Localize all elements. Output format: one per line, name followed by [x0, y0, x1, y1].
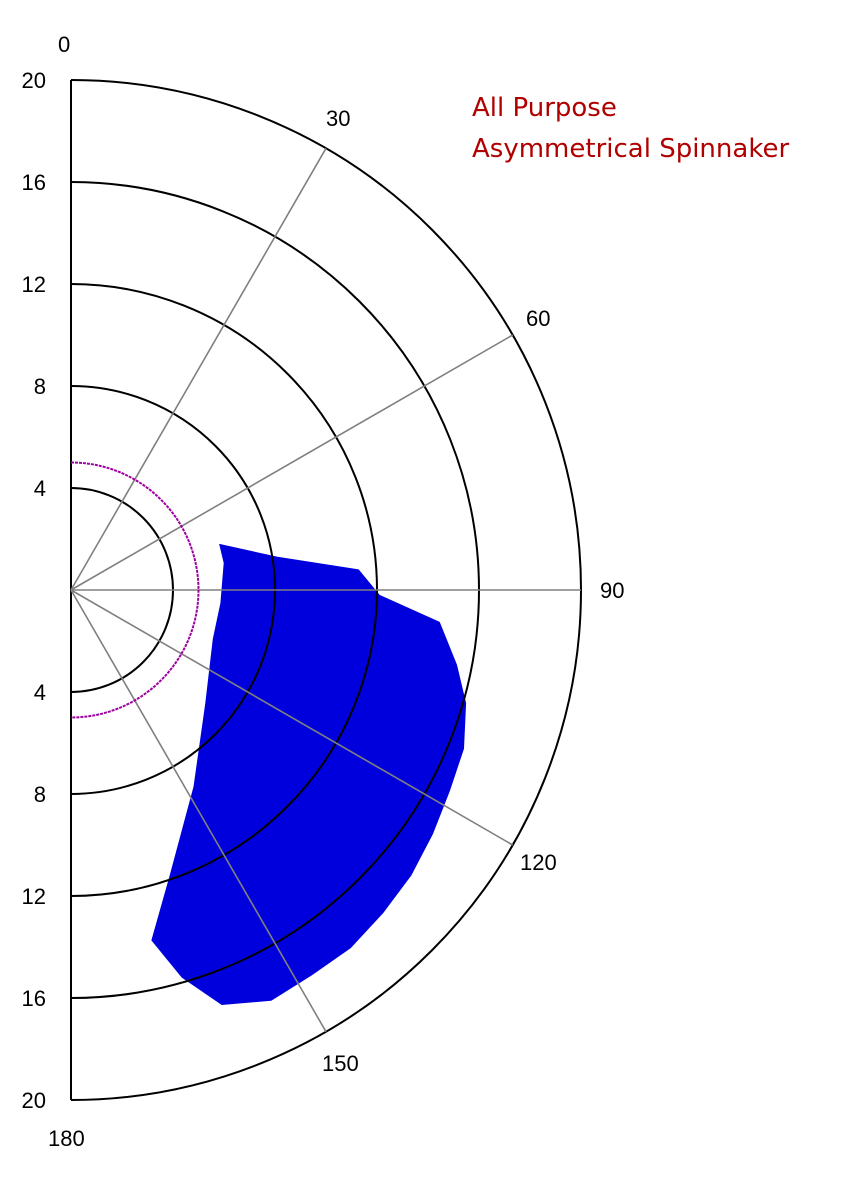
spoke-30: [70, 147, 327, 591]
angle-tick-90: 90: [600, 578, 624, 603]
spoke-120: [70, 589, 514, 846]
spoke-60: [70, 334, 514, 591]
angle-tick-30: 30: [326, 106, 350, 131]
chart-title-line-1: All Purpose: [472, 93, 617, 123]
spoke-150: [70, 589, 327, 1033]
radial-tick-upper-12: 12: [22, 272, 46, 297]
angle-tick-180: 180: [48, 1126, 85, 1151]
angle-tick-0: 0: [58, 32, 70, 57]
performance-envelope-0: [151, 543, 467, 1006]
reference-circle: [70, 461, 200, 719]
radial-tick-upper-20: 20: [22, 68, 46, 93]
angle-tick-60: 60: [526, 306, 550, 331]
angle-tick-150: 150: [322, 1051, 359, 1076]
chart-title-line-2: Asymmetrical Spinnaker: [472, 134, 789, 164]
radial-tick-lower-16: 16: [22, 986, 46, 1011]
radial-tick-upper-4: 4: [34, 476, 46, 501]
radial-tick-upper-16: 16: [22, 170, 46, 195]
radial-tick-lower-8: 8: [34, 782, 46, 807]
radial-tick-lower-12: 12: [22, 884, 46, 909]
radial-tick-upper-8: 8: [34, 374, 46, 399]
radial-tick-lower-20: 20: [22, 1088, 46, 1113]
radial-tick-lower-4: 4: [34, 680, 46, 705]
angle-tick-120: 120: [520, 850, 557, 875]
